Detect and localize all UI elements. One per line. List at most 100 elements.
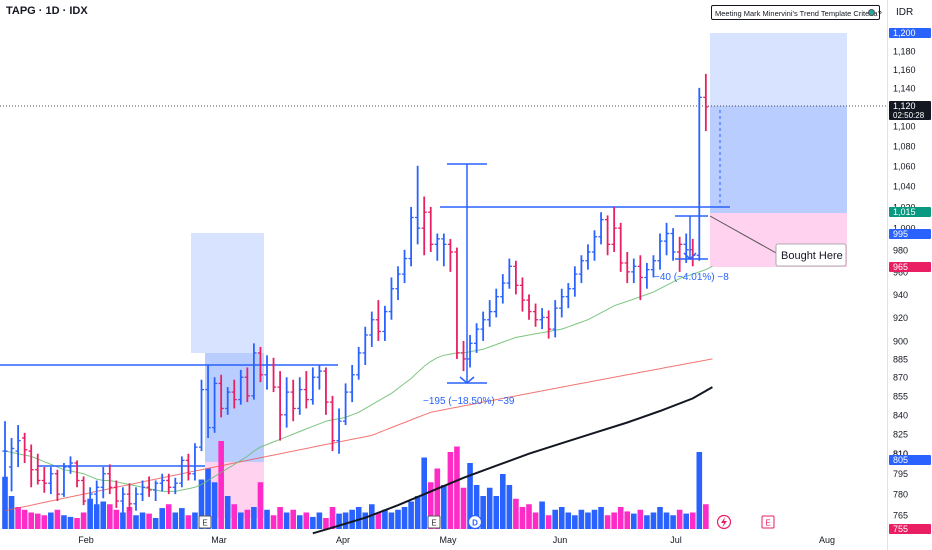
- volume-bar: [303, 512, 310, 529]
- callout-box: [775, 243, 847, 267]
- volume-bar: [631, 513, 637, 529]
- volume-bar: [61, 515, 67, 529]
- volume-bar: [8, 496, 15, 529]
- volume-bar: [238, 512, 244, 529]
- volume-bar: [54, 509, 61, 529]
- price-tag-label: 1,200: [893, 28, 916, 38]
- symbol-title[interactable]: TAPG · 1D · IDX: [6, 5, 88, 17]
- volume-bar: [414, 496, 421, 529]
- volume-bar: [689, 512, 696, 529]
- volume-bar: [15, 507, 21, 529]
- position-target-zone-1: [191, 233, 264, 353]
- volume-bar: [41, 515, 48, 529]
- currency-label[interactable]: IDR: [896, 7, 914, 18]
- volume-bar: [526, 504, 532, 529]
- price-tag-bg: [889, 229, 931, 239]
- ma-green-line: [4, 265, 713, 492]
- volume-bar: [427, 482, 434, 529]
- volume-bar: [251, 507, 257, 529]
- volume-bar: [604, 515, 611, 529]
- volume-bar: [342, 512, 349, 529]
- measure-arrow-down: [459, 376, 475, 384]
- price-tag-bg: [889, 524, 931, 534]
- price-tick-label: 780: [893, 490, 908, 500]
- volume-bar: [591, 509, 598, 529]
- earnings-badge-upcoming-box: [761, 515, 775, 529]
- trend-template-label: Meeting Mark Minervini's Trend Template …: [715, 9, 882, 18]
- price-axis: 1,200 1,180 1,160 1,140 1,120 1,100 1,080 1,060…: [889, 28, 931, 535]
- volume-bar: [257, 482, 264, 529]
- volume-bar: [67, 516, 74, 529]
- price-tick-label: 960: [893, 267, 908, 277]
- volume-bar: [558, 507, 565, 529]
- position-profit-zone-2: [710, 106, 847, 213]
- price-tick-label: 1,060: [893, 161, 916, 171]
- volume-bar: [460, 487, 467, 529]
- volume-bar: [676, 509, 683, 529]
- volume-bar: [454, 446, 460, 529]
- lightning-icon: [721, 517, 727, 528]
- volume-bar: [388, 512, 395, 529]
- volume-bar: [375, 512, 382, 529]
- price-tick-label: 825: [893, 430, 908, 440]
- volume-bar: [28, 512, 34, 529]
- volume-bar: [198, 479, 205, 529]
- volume-bar: [290, 509, 296, 529]
- trend-template-indicator[interactable]: Meeting Mark Minervini's Trend Template …: [711, 5, 882, 20]
- status-dot-icon: [868, 9, 875, 16]
- volume-bar: [696, 452, 703, 529]
- volume-bar: [401, 507, 408, 529]
- volume-bar: [74, 518, 80, 529]
- volume-bar: [382, 509, 388, 529]
- volume-bar: [34, 513, 41, 529]
- volume-bar: [447, 452, 454, 529]
- volume-bar: [467, 463, 473, 529]
- volume-bar: [120, 512, 126, 529]
- price-tick-label: 980: [893, 245, 908, 255]
- volume-bar: [539, 501, 545, 529]
- volume-bar: [650, 512, 657, 529]
- volume-bar: [48, 512, 54, 529]
- volume-bar: [80, 512, 87, 529]
- earnings-badge-box: [427, 515, 441, 529]
- volume-bar: [21, 509, 28, 529]
- price-tick-label: 765: [893, 510, 908, 520]
- price-tag-label: 965: [893, 262, 908, 272]
- price-tag-bg: [889, 262, 931, 272]
- price-tick-label: 900: [893, 336, 908, 346]
- volume-bar: [355, 507, 362, 529]
- volume-bar: [611, 512, 617, 529]
- volume-bar: [572, 515, 578, 529]
- time-tick-label: Feb: [78, 535, 94, 545]
- volume-bar: [139, 512, 146, 529]
- callout-pointer: [709, 215, 779, 255]
- volume-bar: [323, 518, 329, 529]
- price-tick-label: 870: [893, 373, 908, 383]
- price-tick-label: 1,000: [893, 224, 916, 234]
- volume-bar: [408, 501, 414, 529]
- volume-bar: [231, 504, 238, 529]
- volume-bar: [165, 504, 172, 529]
- time-tick-label: Aug: [819, 535, 835, 545]
- volume-bar: [434, 468, 441, 529]
- price-tag-bg: [889, 207, 931, 217]
- plot-area: −195 (−18.50%) −39 −40 (−4.01%) −8 Bought …: [0, 33, 887, 535]
- volume-bar: [107, 504, 113, 529]
- time-tick-label: May: [439, 535, 457, 545]
- volume-bar: [552, 509, 558, 529]
- volume-bar: [205, 468, 211, 529]
- volume-bar: [441, 485, 447, 529]
- volume-bar: [519, 507, 526, 529]
- volume-bar: [578, 509, 585, 529]
- volume-bar: [336, 513, 342, 529]
- price-tag-label: 1,015: [893, 207, 916, 217]
- volume-bar: [113, 509, 120, 529]
- volume-bar: [316, 512, 323, 529]
- retracement-measure-label: −195 (−18.50%) −39: [423, 396, 515, 407]
- price-tick-label: 1,160: [893, 65, 916, 75]
- volume-bar: [532, 512, 539, 529]
- earnings-badge-upcoming: E: [765, 519, 770, 528]
- volume-bar: [224, 496, 231, 529]
